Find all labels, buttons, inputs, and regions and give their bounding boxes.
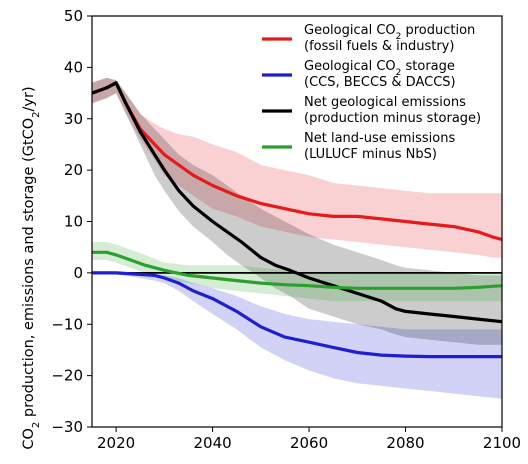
x-tick-label: 2060 (290, 434, 328, 452)
storage-band (92, 271, 502, 399)
x-tick-label: 2080 (386, 434, 424, 452)
production-legend-line1: Geological CO2 production (304, 23, 475, 42)
storage-legend-line1: Geological CO2 storage (304, 59, 455, 78)
x-axis-ticks: 2020 2040 2060 2080 2100 (97, 427, 521, 452)
y-tick-label: 50 (64, 7, 83, 25)
x-tick-label: 2100 (483, 434, 521, 452)
series-lines (91, 81, 503, 359)
net_landuse-line (92, 250, 503, 290)
y-axis-label: CO2 production, emissions and storage (G… (21, 86, 42, 449)
storage-line (92, 271, 502, 359)
production-legend-line2: (fossil fuels & industry) (304, 39, 454, 54)
net_landuse-legend-line1: Net land-use emissions (304, 131, 455, 146)
y-tick-label: 0 (73, 264, 83, 282)
y-tick-label: −10 (51, 315, 83, 333)
uncertainty-bands (92, 77, 502, 399)
y-axis-ticks: 50 40 30 20 10 0 −10 −20 −30 (51, 7, 92, 436)
x-tick-label: 2040 (193, 434, 231, 452)
storage-legend-line2: (CCS, BECCS & DACCS) (304, 75, 456, 90)
y-tick-label: 20 (64, 161, 83, 179)
production-band (92, 77, 502, 258)
y-tick-label: −30 (51, 418, 83, 436)
net_landuse-band (92, 242, 502, 302)
y-tick-label: 10 (64, 213, 83, 231)
y-tick-label: −20 (51, 367, 83, 385)
legend: Geological CO2 production(fossil fuels &… (262, 23, 481, 162)
x-tick-label: 2020 (97, 434, 135, 452)
net_geological-band (92, 77, 502, 345)
y-tick-label: 40 (64, 58, 83, 76)
net_geological-line (91, 81, 503, 324)
net_landuse-legend-line2: (LULUCF minus NbS) (304, 147, 437, 162)
y-tick-label: 30 (64, 110, 83, 128)
net_geological-legend-line1: Net geological emissions (304, 95, 466, 110)
net_geological-legend-line2: (production minus storage) (304, 111, 481, 126)
